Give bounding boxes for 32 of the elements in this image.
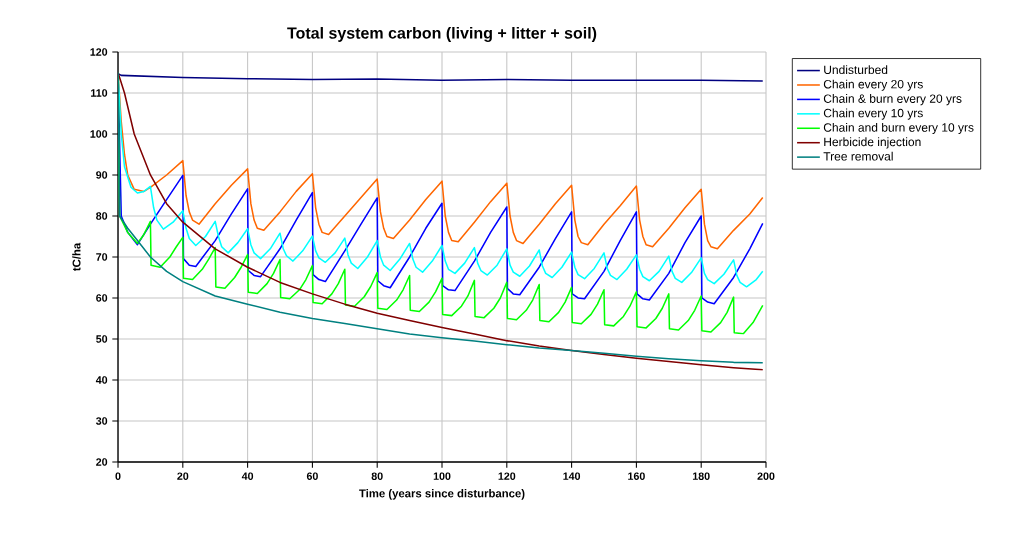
x-tick-label: 80 [371,472,383,480]
x-tick-label: 200 [757,472,775,480]
x-tick-label: 100 [433,472,451,480]
legend-label: Chain & burn every 20 yrs [823,94,962,106]
x-tick-label: 0 [115,472,121,480]
y-tick-label: 60 [96,294,108,302]
legend-label: Herbicide injection [824,137,921,149]
legend-label: Chain every 20 yrs [823,79,923,91]
x-tick-label: 160 [628,472,645,480]
y-tick-label: 70 [96,253,108,261]
y-tick-label: 80 [96,212,108,220]
y-tick-label: 30 [95,417,108,425]
y-tick-label: 40 [95,376,108,384]
legend-label: Undisturbed [824,65,888,75]
x-tick-label: 60 [306,472,318,480]
x-tick-label: 180 [692,472,710,480]
y-axis-title: tC/ha [72,242,81,272]
y-tick-label: 120 [90,48,108,56]
y-tick-label: 50 [96,335,108,343]
chart-title: Total system carbon (living + litter + soil) [287,26,597,42]
legend-label: Chain every 10 yrs [823,108,923,120]
y-tick-label: 110 [91,89,108,97]
x-tick-label: 140 [563,472,581,480]
legend-label: Chain and burn every 10 yrs [823,122,974,135]
x-tick-label: 120 [498,472,516,480]
y-tick-label: 20 [96,458,108,466]
x-tick-label: 20 [177,472,189,480]
x-axis-title: Time (years since disturbance) [359,489,525,500]
y-tick-label: 90 [96,171,108,179]
x-tick-label: 40 [241,472,254,480]
legend-label: Tree removal [823,151,893,161]
y-tick-label: 100 [90,130,108,138]
